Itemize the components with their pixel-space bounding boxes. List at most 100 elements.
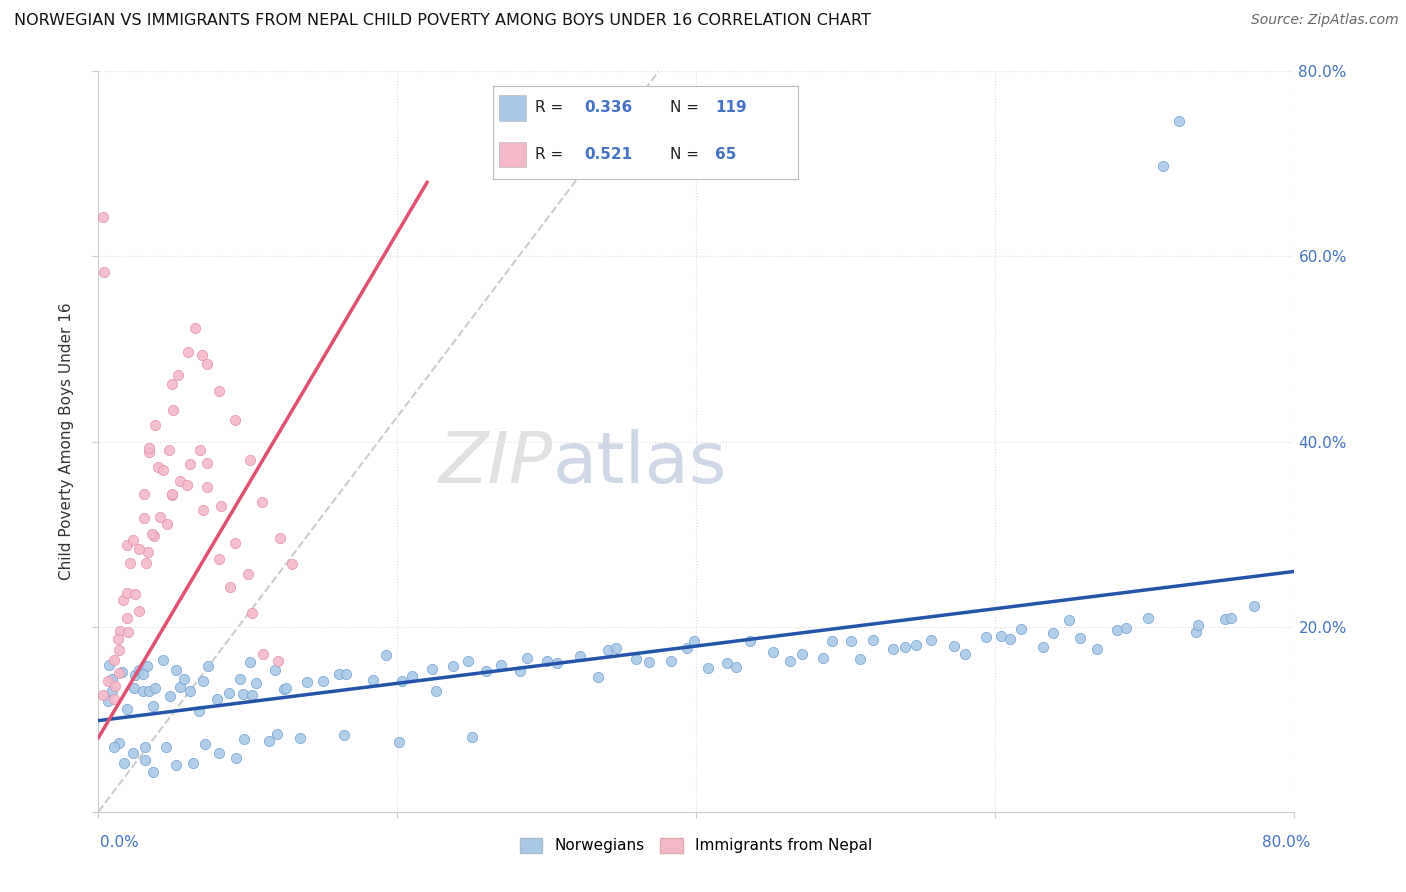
Point — [138, 445, 160, 459]
Point — [1115, 621, 1137, 635]
Point — [134, 753, 156, 767]
Point — [1213, 612, 1236, 626]
Point — [229, 672, 252, 686]
Point — [953, 647, 976, 661]
Point — [208, 746, 231, 760]
Point — [97, 674, 120, 689]
Point — [225, 750, 247, 764]
Point — [132, 666, 155, 681]
Point — [97, 658, 120, 673]
Point — [179, 683, 201, 698]
Point — [849, 652, 872, 666]
Point — [1010, 623, 1032, 637]
Point — [266, 654, 288, 668]
Point — [461, 730, 484, 744]
Point — [257, 734, 280, 748]
Point — [333, 729, 356, 743]
Point — [269, 531, 291, 545]
Point — [218, 686, 240, 700]
Point — [489, 658, 512, 673]
Point — [136, 659, 159, 673]
Point — [195, 357, 218, 371]
Point — [205, 691, 228, 706]
Point — [111, 665, 134, 679]
Point — [401, 669, 423, 683]
Point — [128, 604, 150, 618]
Point — [457, 654, 479, 668]
Point — [1069, 632, 1091, 646]
Point — [104, 679, 127, 693]
Point — [420, 662, 443, 676]
Point — [1168, 113, 1191, 128]
Point — [128, 542, 150, 557]
Point — [115, 610, 138, 624]
Point — [425, 684, 447, 698]
Point — [122, 681, 145, 695]
Point — [596, 643, 619, 657]
Point — [135, 556, 157, 570]
Point — [239, 655, 262, 669]
Point — [1137, 611, 1160, 625]
Point — [297, 674, 319, 689]
Point — [475, 664, 498, 678]
Point — [142, 529, 165, 543]
Point — [155, 739, 177, 754]
Point — [605, 640, 627, 655]
Point — [103, 740, 125, 755]
Point — [716, 657, 738, 671]
Point — [160, 488, 183, 502]
Point — [586, 670, 609, 684]
Point — [328, 666, 350, 681]
Point — [112, 756, 135, 770]
Point — [142, 764, 165, 779]
Point — [194, 737, 217, 751]
Point — [93, 265, 115, 279]
Point — [509, 665, 531, 679]
Point — [165, 758, 187, 772]
Point — [240, 607, 263, 621]
Point — [176, 478, 198, 492]
Point — [124, 668, 146, 682]
Point — [159, 690, 181, 704]
Point — [697, 661, 720, 675]
Point — [146, 460, 169, 475]
Point — [1105, 624, 1128, 638]
Point — [136, 545, 159, 559]
Point — [762, 645, 785, 659]
Point — [683, 634, 706, 648]
Point — [274, 681, 297, 695]
Point — [165, 663, 187, 677]
Point — [290, 731, 312, 746]
Point — [93, 688, 115, 702]
Point — [117, 586, 139, 600]
Point — [160, 376, 183, 391]
Point — [374, 648, 396, 663]
Point — [1085, 642, 1108, 657]
Point — [920, 633, 942, 648]
Point — [179, 457, 201, 471]
Point — [1152, 159, 1174, 173]
Point — [138, 684, 160, 698]
Point — [569, 649, 592, 664]
Point — [536, 654, 558, 668]
Legend: Norwegians, Immigrants from Nepal: Norwegians, Immigrants from Nepal — [513, 831, 879, 860]
Point — [1184, 624, 1206, 639]
Point — [131, 684, 153, 698]
Point — [638, 655, 661, 669]
Point — [157, 443, 180, 458]
Point — [103, 653, 125, 667]
Point — [162, 403, 184, 417]
Point — [124, 587, 146, 601]
Point — [239, 453, 262, 467]
Point — [152, 652, 174, 666]
Text: ZIP: ZIP — [439, 429, 553, 499]
Point — [990, 629, 1012, 643]
Point — [974, 630, 997, 644]
Point — [107, 665, 129, 680]
Point — [188, 442, 211, 457]
Point — [177, 345, 200, 359]
Point — [281, 557, 304, 571]
Point — [195, 456, 218, 470]
Point — [224, 413, 246, 427]
Point — [441, 659, 464, 673]
